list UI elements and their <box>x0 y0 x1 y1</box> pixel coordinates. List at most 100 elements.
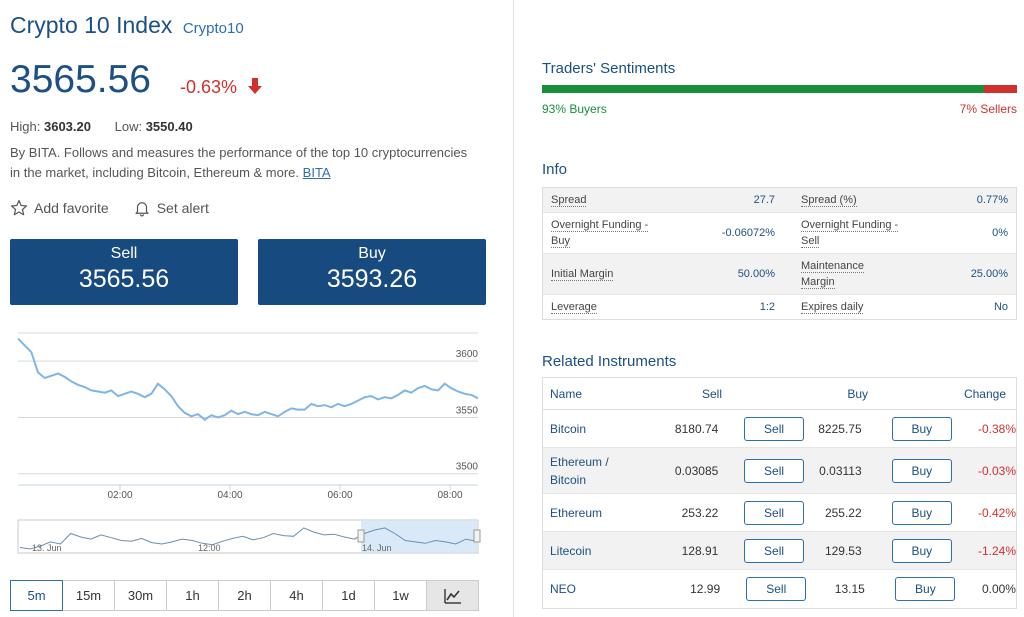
info-label[interactable]: Leverage <box>551 301 597 314</box>
info-value: -0.06072% <box>721 227 775 239</box>
high-low: High: 3603.20 Low: 3550.40 <box>10 119 193 134</box>
period-selector: 5m 15m 30m 1h 2h 4h 1d 1w <box>10 580 479 611</box>
info-label-cont[interactable]: Sell <box>801 235 820 248</box>
related-sell-button[interactable]: Sell <box>744 500 805 525</box>
related-change: 0.00% <box>981 582 1016 596</box>
related-name[interactable]: Bitcoin <box>550 421 587 436</box>
related-sell-price: 12.99 <box>690 582 721 596</box>
navigator-label: 12:00 <box>198 543 221 553</box>
info-value: No <box>993 301 1008 313</box>
related-buy-button[interactable]: Buy <box>891 458 952 483</box>
x-tick-label: 02:00 <box>107 490 132 501</box>
info-value: 0.77% <box>976 194 1008 206</box>
related-sell-price: 128.91 <box>681 543 719 558</box>
info-label[interactable]: Spread (%) <box>801 194 857 207</box>
low-value: 3550.40 <box>145 119 193 134</box>
header-change: Change <box>963 386 1006 401</box>
high-value: 3603.20 <box>43 119 91 134</box>
sellers-label: 7% Sellers <box>959 102 1017 116</box>
period-2h[interactable]: 2h <box>218 580 271 611</box>
bita-link[interactable]: BITA <box>302 165 331 180</box>
column-divider <box>513 0 514 617</box>
info-label[interactable]: Expires daily <box>801 301 864 314</box>
period-1d[interactable]: 1d <box>322 580 375 611</box>
buyers-label: 93% Buyers <box>542 102 607 116</box>
price-chart-svg[interactable]: 02:00 04:00 06:00 08:00 3600 3550 3500 13. Ju… <box>10 325 488 565</box>
related-title: Related Instruments <box>542 353 677 370</box>
info-row: Initial Margin 50.00% Maintenance Margin … <box>543 254 1016 295</box>
period-30m[interactable]: 30m <box>114 580 167 611</box>
info-row: Spread 27.7 Spread (%) 0.77% <box>543 188 1016 213</box>
info-label-cont[interactable]: Buy <box>551 235 570 248</box>
related-change: -0.03% <box>977 463 1016 478</box>
related-buy-price: 129.53 <box>824 543 862 558</box>
buy-label: Buy <box>358 245 386 262</box>
instrument-panel: Crypto 10 Index Crypto10 3565.56 -0.63% … <box>10 0 488 617</box>
navigator-label: 14. Jun <box>362 543 392 553</box>
navigator-selection[interactable] <box>361 520 477 553</box>
related-name[interactable]: Litecoin <box>550 543 592 558</box>
related-name[interactable]: Ethereum <box>550 505 603 520</box>
navigator-left-handle[interactable] <box>357 529 365 543</box>
chart-navigator[interactable]: 13. Jun 12:00 14. Jun <box>17 519 481 554</box>
info-label[interactable]: Maintenance <box>801 260 864 273</box>
header-sell: Sell <box>701 386 722 401</box>
sell-button[interactable]: Sell 3565.56 <box>10 239 238 305</box>
navigator-right-handle[interactable] <box>473 529 481 543</box>
price-line <box>17 337 479 421</box>
related-sell-button[interactable]: Sell <box>746 577 807 601</box>
sell-label: Sell <box>110 245 138 262</box>
info-label[interactable]: Spread <box>551 194 587 207</box>
instrument-symbol: Crypto10 <box>182 20 244 37</box>
info-value: 1:2 <box>759 301 775 313</box>
related-buy-button[interactable]: Buy <box>891 538 952 563</box>
description-text: By BITA. Follows and measures the perfor… <box>10 145 468 180</box>
period-15m[interactable]: 15m <box>62 580 115 611</box>
add-favorite-label: Add favorite <box>34 200 109 216</box>
info-label[interactable]: Initial Margin <box>551 268 614 281</box>
related-sell-price: 0.03085 <box>674 463 719 478</box>
info-label-cont[interactable]: Margin <box>801 276 835 289</box>
info-value: 50.00% <box>737 268 775 280</box>
add-favorite-button[interactable]: Add favorite <box>10 199 109 217</box>
x-tick-label: 04:00 <box>217 490 242 501</box>
sentiment-bar <box>542 85 1017 93</box>
buy-button[interactable]: Buy 3593.26 <box>258 239 486 305</box>
header-buy: Buy <box>847 386 868 401</box>
buy-price: 3593.26 <box>326 265 418 293</box>
chart-type-button[interactable] <box>426 580 479 611</box>
related-sell-button[interactable]: Sell <box>744 538 805 563</box>
related-buy-button[interactable]: Buy <box>891 416 952 441</box>
actions-bar: Add favorite Set alert <box>10 199 209 217</box>
related-name[interactable]: NEO <box>550 582 577 596</box>
related-sell-button[interactable]: Sell <box>744 416 805 441</box>
related-change: -1.24% <box>977 543 1016 558</box>
sentiment-sellers-fill <box>983 85 1017 93</box>
info-value: 25.00% <box>970 268 1008 280</box>
info-label[interactable]: Overnight Funding - <box>801 219 899 232</box>
x-tick-label: 08:00 <box>437 490 462 501</box>
period-1h[interactable]: 1h <box>166 580 219 611</box>
related-sell-price: 8180.74 <box>674 421 719 436</box>
related-sell-button[interactable]: Sell <box>744 458 805 483</box>
related-row: Ethereum 253.22 Sell 255.22 Buy -0.42% <box>543 494 1016 532</box>
y-tick-label: 3600 <box>456 349 479 360</box>
line-chart-icon <box>443 588 461 604</box>
period-1w[interactable]: 1w <box>374 580 427 611</box>
sell-price: 3565.56 <box>78 265 170 293</box>
related-buy-price: 0.03113 <box>819 463 862 478</box>
info-label[interactable]: Overnight Funding - <box>551 219 649 232</box>
related-buy-button[interactable]: Buy <box>891 500 952 525</box>
related-buy-button[interactable]: Buy <box>895 577 956 601</box>
period-4h[interactable]: 4h <box>270 580 323 611</box>
period-5m[interactable]: 5m <box>10 580 63 611</box>
related-row: Ethereum / Bitcoin 0.03085 Sell 0.03113 Buy -… <box>543 448 1016 494</box>
set-alert-button[interactable]: Set alert <box>133 199 209 217</box>
x-tick-label: 06:00 <box>327 490 352 501</box>
arrow-down-icon <box>248 78 263 94</box>
low-label: Low: <box>114 119 143 134</box>
related-row: Bitcoin 8180.74 Sell 8225.75 Buy -0.38% <box>543 410 1016 448</box>
price-chart[interactable]: 02:00 04:00 06:00 08:00 3600 3550 3500 13. Ju… <box>10 325 488 565</box>
info-table: Spread 27.7 Spread (%) 0.77% Overnight F… <box>542 187 1017 320</box>
related-name[interactable]: Ethereum / Bitcoin <box>550 454 609 487</box>
